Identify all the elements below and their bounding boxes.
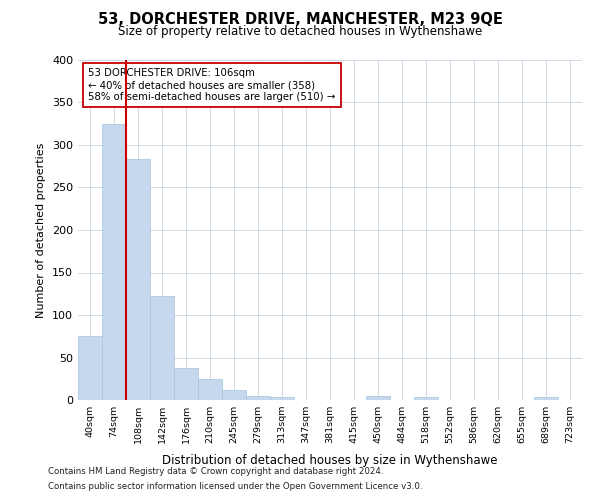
X-axis label: Distribution of detached houses by size in Wythenshawe: Distribution of detached houses by size …: [162, 454, 498, 468]
Bar: [246, 396, 270, 400]
Bar: [270, 396, 294, 400]
Text: Contains HM Land Registry data © Crown copyright and database right 2024.: Contains HM Land Registry data © Crown c…: [48, 467, 383, 476]
Bar: [174, 368, 198, 400]
Text: Contains public sector information licensed under the Open Government Licence v3: Contains public sector information licen…: [48, 482, 422, 491]
Bar: [126, 160, 150, 400]
Bar: [366, 396, 390, 400]
Text: Size of property relative to detached houses in Wythenshawe: Size of property relative to detached ho…: [118, 25, 482, 38]
Bar: [102, 124, 126, 400]
Bar: [198, 379, 222, 400]
Y-axis label: Number of detached properties: Number of detached properties: [37, 142, 46, 318]
Text: 53, DORCHESTER DRIVE, MANCHESTER, M23 9QE: 53, DORCHESTER DRIVE, MANCHESTER, M23 9Q…: [98, 12, 502, 26]
Bar: [222, 390, 246, 400]
Bar: [414, 398, 438, 400]
Bar: [534, 398, 558, 400]
Text: 53 DORCHESTER DRIVE: 106sqm
← 40% of detached houses are smaller (358)
58% of se: 53 DORCHESTER DRIVE: 106sqm ← 40% of det…: [88, 68, 335, 102]
Bar: [78, 336, 102, 400]
Bar: [150, 296, 174, 400]
